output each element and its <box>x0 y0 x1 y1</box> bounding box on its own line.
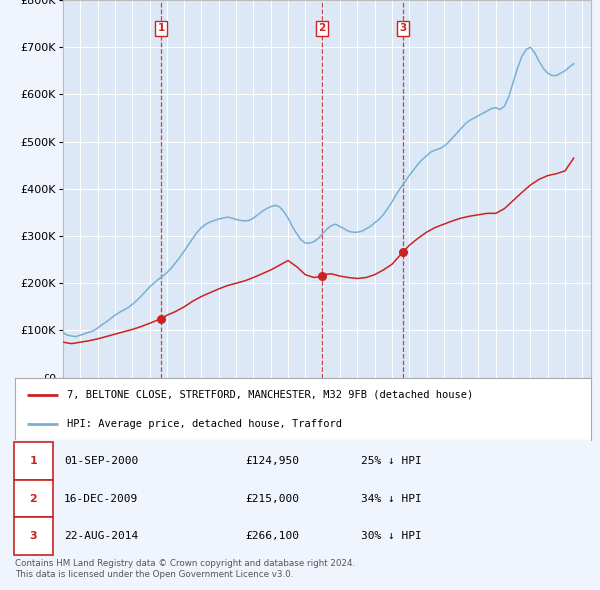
Text: 25% ↓ HPI: 25% ↓ HPI <box>361 456 421 466</box>
Text: 01-SEP-2000: 01-SEP-2000 <box>64 456 138 466</box>
Text: 34% ↓ HPI: 34% ↓ HPI <box>361 494 421 503</box>
Text: 3: 3 <box>29 532 37 541</box>
Text: £266,100: £266,100 <box>245 532 299 541</box>
Text: 2: 2 <box>29 494 37 503</box>
Text: Contains HM Land Registry data © Crown copyright and database right 2024.
This d: Contains HM Land Registry data © Crown c… <box>15 559 355 579</box>
Text: 3: 3 <box>400 24 407 33</box>
FancyBboxPatch shape <box>14 442 53 480</box>
Text: 1: 1 <box>158 24 165 33</box>
Text: 7, BELTONE CLOSE, STRETFORD, MANCHESTER, M32 9FB (detached house): 7, BELTONE CLOSE, STRETFORD, MANCHESTER,… <box>67 390 473 400</box>
Text: 22-AUG-2014: 22-AUG-2014 <box>64 532 138 541</box>
Text: HPI: Average price, detached house, Trafford: HPI: Average price, detached house, Traf… <box>67 419 342 429</box>
Text: 16-DEC-2009: 16-DEC-2009 <box>64 494 138 503</box>
Text: £124,950: £124,950 <box>245 456 299 466</box>
FancyBboxPatch shape <box>14 517 53 555</box>
FancyBboxPatch shape <box>14 480 53 517</box>
Text: 1: 1 <box>29 456 37 466</box>
Text: £215,000: £215,000 <box>245 494 299 503</box>
Text: 30% ↓ HPI: 30% ↓ HPI <box>361 532 421 541</box>
Text: 2: 2 <box>319 24 326 33</box>
